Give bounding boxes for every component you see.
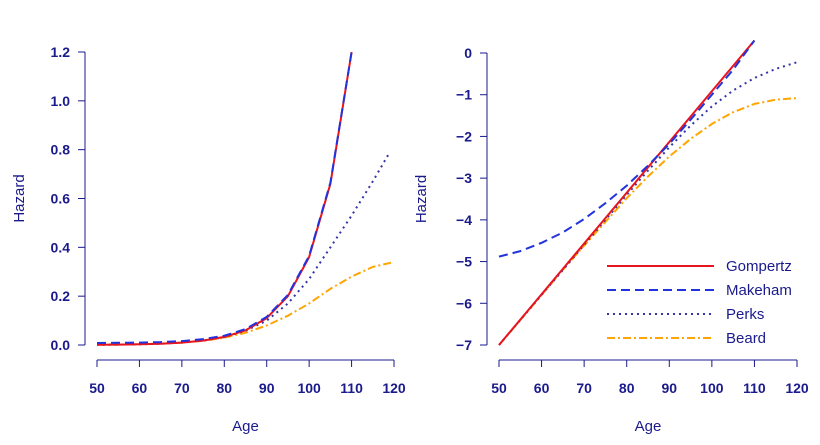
y-tick-label: 0.6 <box>51 191 71 207</box>
x-tick-label: 70 <box>576 380 592 396</box>
legend-label-perks: Perks <box>726 306 764 323</box>
right-panel: −7 −6 −5 −4 −3 −2 −1 0 50 60 70 80 90 100 110 120 Age Haz… <box>413 39 809 435</box>
y-tick-label: 0 <box>464 45 472 61</box>
y-tick-label: 0.2 <box>51 288 71 304</box>
x-tick-label: 120 <box>382 380 406 396</box>
x-tick-label: 100 <box>297 380 321 396</box>
series-line-gompertz <box>96 51 353 346</box>
series-line-perks <box>498 61 798 346</box>
x-axis-label: Age <box>232 418 259 435</box>
y-tick-label: 0.0 <box>51 337 71 353</box>
series-line-makeham <box>96 51 353 344</box>
y-axis-label: Hazard <box>11 174 28 222</box>
x-tick-label: 90 <box>661 380 677 396</box>
y-tick-label: 0.4 <box>51 239 71 255</box>
y-tick-label: −4 <box>456 212 472 228</box>
y-tick-label: −6 <box>456 295 472 311</box>
y-tick-label: −7 <box>456 337 472 353</box>
series-group <box>96 51 395 346</box>
legend: Gompertz Makeham Perks Beard <box>607 258 792 347</box>
x-tick-label: 90 <box>259 380 275 396</box>
y-tick-label: −3 <box>456 170 472 186</box>
y-tick-label: 1.0 <box>51 93 71 109</box>
x-tick-label: 70 <box>174 380 190 396</box>
legend-label-beard: Beard <box>726 330 766 347</box>
y-tick-label: −5 <box>456 254 472 270</box>
x-tick-label: 50 <box>89 380 105 396</box>
legend-label-gompertz: Gompertz <box>726 258 792 275</box>
x-tick-label: 120 <box>785 380 809 396</box>
series-line-gompertz <box>498 39 756 346</box>
series-group <box>498 39 798 346</box>
y-axis-label: Hazard <box>413 175 430 223</box>
y-tick-label: −1 <box>456 87 472 103</box>
y-tick-label: 0.8 <box>51 142 71 158</box>
x-tick-label: 50 <box>491 380 507 396</box>
x-axis-label: Age <box>635 418 662 435</box>
left-panel: 0.0 0.2 0.4 0.6 0.8 1.0 1.2 50 60 70 80 90 100 110 120… <box>11 44 406 435</box>
legend-label-makeham: Makeham <box>726 282 792 299</box>
series-line-perks <box>96 151 391 346</box>
y-tick-label: −2 <box>456 128 472 144</box>
x-tick-label: 100 <box>700 380 724 396</box>
y-tick-label: 1.2 <box>51 44 71 60</box>
x-tick-label: 60 <box>132 380 148 396</box>
x-tick-label: 80 <box>619 380 635 396</box>
series-line-makeham <box>498 39 756 258</box>
x-tick-label: 60 <box>534 380 550 396</box>
series-line-beard <box>96 261 395 346</box>
x-tick-label: 110 <box>743 380 766 396</box>
x-tick-label: 80 <box>216 380 232 396</box>
x-tick-label: 110 <box>340 380 363 396</box>
